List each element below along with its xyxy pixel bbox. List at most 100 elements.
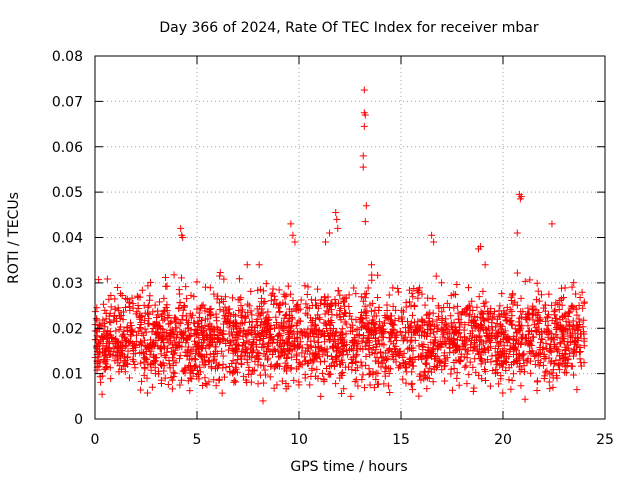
data-point	[507, 361, 515, 369]
data-point	[153, 318, 161, 326]
data-point	[283, 354, 291, 362]
data-point	[232, 363, 240, 371]
data-point	[548, 369, 556, 377]
data-point	[162, 282, 170, 290]
data-point	[377, 329, 385, 337]
data-point	[234, 352, 242, 360]
data-point	[260, 362, 268, 370]
data-point	[150, 356, 158, 364]
data-point	[427, 338, 435, 346]
data-point	[535, 350, 543, 358]
data-point	[278, 377, 286, 385]
data-point	[275, 286, 283, 294]
data-point	[161, 374, 169, 382]
data-point	[530, 321, 538, 329]
data-point	[394, 349, 402, 357]
data-point	[130, 357, 138, 365]
data-point	[525, 327, 533, 335]
data-point	[340, 385, 348, 393]
data-point	[471, 312, 479, 320]
data-point	[250, 367, 258, 375]
data-point	[516, 314, 524, 322]
data-point	[182, 283, 190, 291]
data-point	[550, 308, 558, 316]
data-point	[374, 271, 382, 279]
data-point	[235, 324, 243, 332]
data-point	[185, 319, 193, 327]
data-point	[533, 328, 541, 336]
data-point	[253, 322, 261, 330]
data-point	[199, 301, 207, 309]
data-point	[167, 317, 175, 325]
data-point	[259, 397, 267, 405]
data-point	[221, 293, 229, 301]
data-point	[483, 329, 491, 337]
data-point	[547, 359, 555, 367]
data-point	[239, 347, 247, 355]
data-point	[383, 313, 391, 321]
data-point	[329, 355, 337, 363]
data-point	[271, 296, 279, 304]
data-point	[132, 310, 140, 318]
data-point	[377, 348, 385, 356]
data-point	[256, 311, 264, 319]
data-point	[527, 369, 535, 377]
data-point	[263, 347, 271, 355]
data-point	[129, 350, 137, 358]
data-point	[256, 337, 264, 345]
data-point	[151, 364, 159, 372]
data-point	[339, 369, 347, 377]
data-point	[148, 383, 156, 391]
data-point	[433, 316, 441, 324]
data-point	[391, 317, 399, 325]
data-point	[95, 276, 103, 284]
data-point	[204, 332, 212, 340]
data-point	[415, 392, 423, 400]
data-point	[455, 381, 463, 389]
data-point	[175, 319, 183, 327]
data-point	[328, 311, 336, 319]
data-point	[541, 301, 549, 309]
data-point	[370, 312, 378, 320]
data-point	[206, 305, 214, 313]
data-point	[333, 215, 341, 223]
data-point	[164, 381, 172, 389]
data-point	[138, 348, 146, 356]
data-point	[554, 346, 562, 354]
data-point	[226, 320, 234, 328]
data-point	[152, 336, 160, 344]
data-point	[534, 287, 542, 295]
data-point	[329, 344, 337, 352]
data-point	[147, 340, 155, 348]
data-point	[144, 303, 152, 311]
data-point	[158, 335, 166, 343]
data-point	[117, 354, 125, 362]
data-point	[199, 331, 207, 339]
data-point	[247, 344, 255, 352]
data-point	[254, 352, 262, 360]
data-point	[430, 323, 438, 331]
data-point	[461, 321, 469, 329]
data-point	[475, 245, 483, 253]
data-point	[207, 363, 215, 371]
data-point	[105, 338, 113, 346]
data-point	[549, 374, 557, 382]
data-point	[475, 293, 483, 301]
data-point	[453, 346, 461, 354]
data-point	[371, 306, 379, 314]
data-point	[156, 298, 164, 306]
data-point	[389, 350, 397, 358]
data-point	[314, 285, 322, 293]
data-point	[172, 342, 180, 350]
data-point	[170, 357, 178, 365]
data-point	[241, 312, 249, 320]
data-point	[252, 353, 260, 361]
data-point	[259, 334, 267, 342]
y-tick-label: 0.04	[52, 231, 83, 247]
data-point	[311, 326, 319, 334]
data-point	[360, 122, 368, 130]
data-point	[496, 321, 504, 329]
data-point	[178, 376, 186, 384]
data-point	[392, 333, 400, 341]
data-point	[365, 341, 373, 349]
